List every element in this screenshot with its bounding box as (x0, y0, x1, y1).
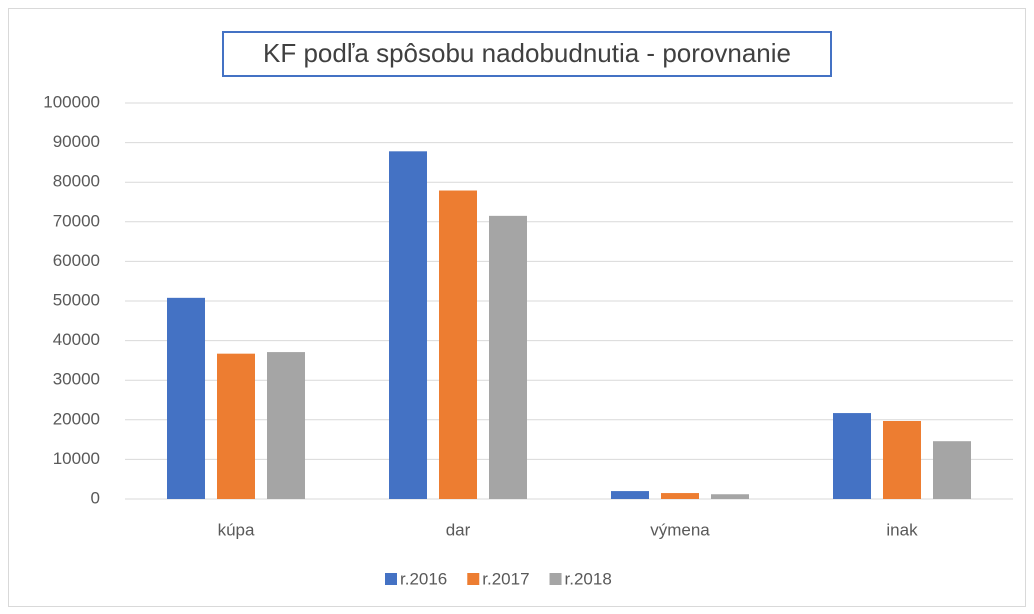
bar (389, 151, 427, 499)
y-tick-label: 50000 (53, 290, 100, 309)
x-tick-label: inak (886, 520, 918, 539)
y-tick-label: 40000 (53, 330, 100, 349)
y-tick-label: 30000 (53, 370, 100, 389)
bar (933, 441, 971, 499)
x-tick-label: dar (446, 520, 471, 539)
legend-swatch (549, 573, 562, 585)
chart-title: KF podľa spôsobu nadobudnutia - porovnan… (263, 38, 791, 68)
y-tick-label: 100000 (43, 92, 100, 111)
bar (167, 297, 205, 499)
y-tick-label: 90000 (53, 132, 100, 151)
legend-swatch (467, 573, 480, 585)
bar (611, 491, 649, 499)
bar (833, 413, 871, 499)
y-tick-label: 80000 (53, 172, 100, 191)
bar (217, 353, 255, 499)
y-tick-label: 20000 (53, 409, 100, 428)
y-tick-label: 60000 (53, 251, 100, 270)
legend-swatch (385, 573, 397, 585)
y-tick-label: 10000 (53, 449, 100, 468)
x-tick-label: kúpa (218, 520, 255, 539)
legend-label: r.2018 (565, 569, 612, 588)
bar (661, 493, 699, 499)
legend-label: r.2017 (482, 569, 529, 588)
bar (267, 352, 305, 499)
bar (489, 215, 527, 500)
bar (883, 420, 921, 499)
x-tick-label: výmena (650, 520, 710, 539)
y-tick-label: 0 (91, 488, 100, 507)
bar (439, 190, 477, 500)
title-box (222, 31, 832, 77)
legend-label: r.2016 (400, 569, 447, 588)
bar (711, 494, 749, 499)
y-tick-label: 70000 (53, 211, 100, 230)
